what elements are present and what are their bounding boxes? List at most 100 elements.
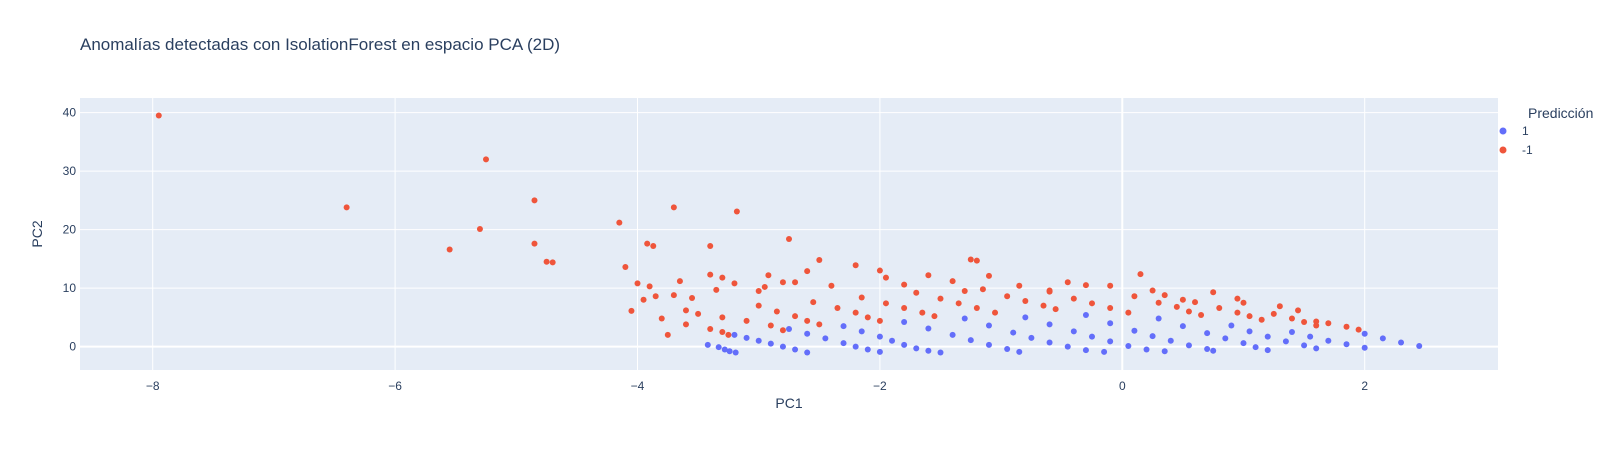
data-point--1 (622, 264, 629, 271)
data-point--1 (1016, 282, 1023, 289)
data-point--1 (531, 240, 538, 247)
data-point-1 (985, 341, 992, 348)
grid-lines (80, 98, 1498, 370)
data-point--1 (882, 300, 889, 307)
data-point--1 (804, 268, 811, 275)
x-tick-label: −2 (873, 379, 887, 393)
data-point--1 (476, 226, 483, 233)
data-point-1 (767, 340, 774, 347)
data-point--1 (658, 315, 665, 322)
data-point--1 (446, 246, 453, 253)
data-point-1 (925, 347, 932, 354)
data-point-1 (704, 341, 711, 348)
data-point--1 (816, 321, 823, 328)
data-point--1 (937, 295, 944, 302)
data-point--1 (1216, 304, 1223, 311)
data-point-1 (1264, 347, 1271, 354)
data-point--1 (549, 259, 556, 266)
data-point-1 (864, 346, 871, 353)
data-point--1 (1088, 300, 1095, 307)
data-point-1 (721, 346, 728, 353)
data-point--1 (1052, 306, 1059, 313)
data-point--1 (1107, 304, 1114, 311)
x-tick-label: −4 (631, 379, 645, 393)
data-point-1 (1155, 315, 1162, 322)
data-point-1 (858, 328, 865, 335)
data-point--1 (483, 156, 490, 163)
data-point--1 (634, 280, 641, 287)
data-point--1 (640, 296, 647, 303)
data-point-1 (889, 337, 896, 344)
data-point--1 (955, 300, 962, 307)
data-point-1 (1228, 322, 1235, 329)
data-point-1 (755, 337, 762, 344)
data-point--1 (792, 313, 799, 320)
data-point--1 (1082, 282, 1089, 289)
chart-title: Anomalías detectadas con IsolationForest… (80, 35, 560, 54)
data-point-1 (1022, 314, 1029, 321)
data-point--1 (973, 257, 980, 264)
data-point--1 (1210, 289, 1217, 296)
data-point-1 (913, 345, 920, 352)
data-point--1 (664, 331, 671, 338)
data-point-1 (1379, 335, 1386, 342)
data-point--1 (1107, 282, 1114, 289)
data-point--1 (779, 279, 786, 286)
data-point-1 (1204, 345, 1211, 352)
data-point-1 (925, 325, 932, 332)
data-point-1 (1307, 333, 1314, 340)
data-point-1 (1064, 343, 1071, 350)
data-point--1 (786, 235, 792, 242)
data-point--1 (725, 331, 732, 338)
data-point--1 (1192, 299, 1199, 306)
data-point-1 (985, 322, 992, 329)
data-point--1 (1040, 302, 1047, 309)
data-point--1 (1270, 310, 1277, 317)
data-point-1 (1398, 339, 1405, 346)
data-point-1 (804, 330, 811, 337)
data-point-1 (1204, 330, 1211, 337)
plot-area (80, 98, 1498, 370)
data-point-1 (1264, 333, 1271, 340)
data-point-1 (1210, 347, 1217, 354)
data-point-1 (876, 333, 883, 340)
data-point--1 (973, 304, 980, 311)
data-point--1 (1131, 293, 1138, 300)
data-point-1 (1416, 343, 1423, 350)
data-point--1 (779, 327, 786, 334)
data-point-1 (731, 331, 738, 338)
data-point--1 (979, 286, 986, 293)
data-point--1 (1240, 299, 1247, 306)
data-point--1 (719, 274, 726, 281)
y-tick-label: 10 (63, 281, 77, 295)
data-point--1 (695, 310, 702, 317)
data-point--1 (773, 308, 780, 315)
data-point-1 (743, 334, 750, 341)
data-point--1 (733, 208, 740, 215)
data-point--1 (650, 242, 657, 249)
x-axis-ticks: −8 −6 −4 −2 0 2 (146, 379, 1368, 393)
data-point--1 (707, 271, 714, 278)
data-point--1 (864, 314, 871, 321)
data-point-1 (804, 349, 811, 356)
data-point--1 (1234, 295, 1241, 302)
data-point-1 (1028, 334, 1035, 341)
data-point--1 (543, 258, 550, 265)
data-point-1 (876, 348, 883, 355)
data-point-1 (961, 315, 968, 322)
data-point-1 (726, 348, 733, 355)
data-point--1 (967, 256, 974, 263)
data-point--1 (1064, 279, 1071, 286)
data-point--1 (707, 242, 714, 249)
data-point-1 (822, 335, 829, 342)
data-point-1 (1179, 323, 1186, 330)
data-point--1 (1161, 292, 1168, 299)
data-point--1 (901, 304, 908, 311)
data-point--1 (682, 321, 689, 328)
data-point--1 (670, 204, 677, 211)
data-point-1 (1185, 342, 1192, 349)
data-point-1 (901, 341, 908, 348)
data-point-1 (1101, 348, 1108, 355)
data-point--1 (713, 286, 720, 293)
data-point-1 (1343, 341, 1350, 348)
